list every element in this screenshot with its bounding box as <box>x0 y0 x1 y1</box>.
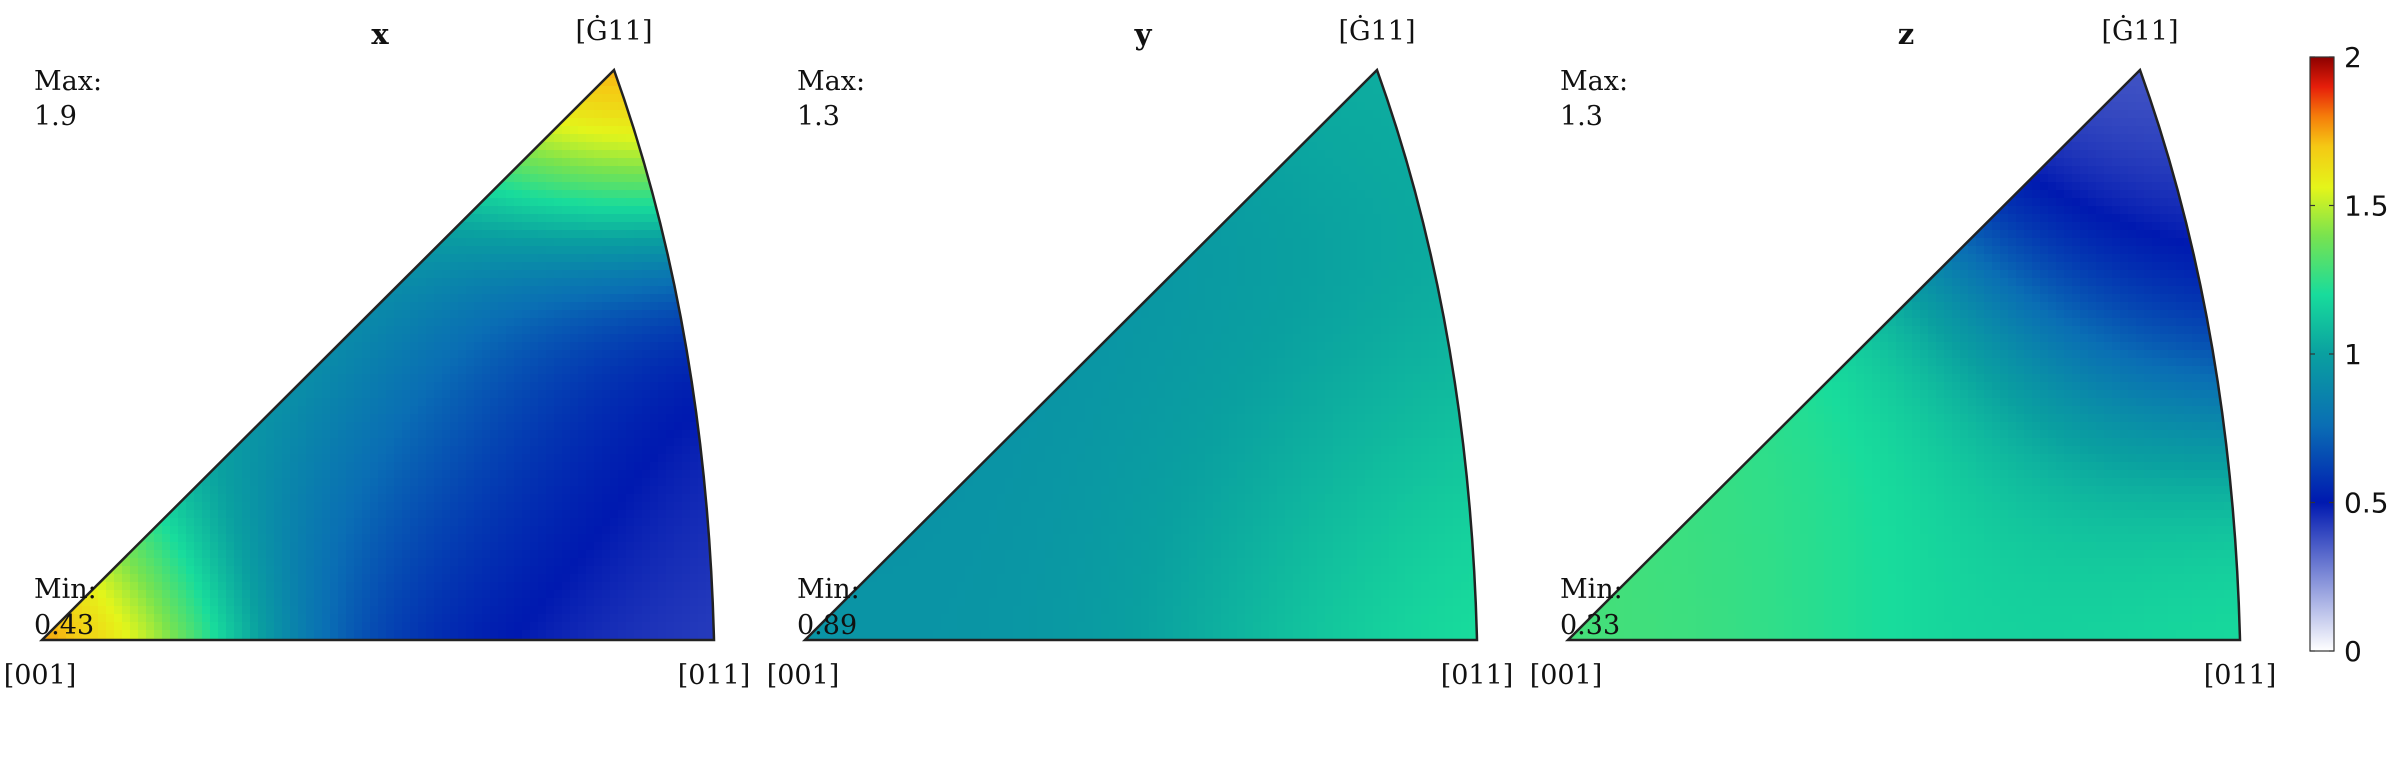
ipf-panel-y: y [001] [011] [Ġ11] Max: 1.3 Min: 0.89 <box>767 13 1514 691</box>
min-label: Min: <box>1560 574 1623 605</box>
ipf-boundary <box>801 67 1479 642</box>
ipf-density-field <box>805 70 1477 640</box>
corner-label-111: [Ġ11] <box>2102 13 2179 47</box>
corner-label-001: [001] <box>1530 660 1603 691</box>
panel-title: z <box>1898 17 1914 51</box>
colorbar: 0 0.5 1 1.5 2 <box>2309 41 2389 668</box>
max-label: Max: <box>1560 66 1628 97</box>
ipf-density-field <box>42 70 714 640</box>
panel-title: y <box>1134 17 1153 51</box>
min-label: Min: <box>34 574 97 605</box>
min-value: 0.33 <box>1560 610 1620 641</box>
colorbar-tick-label: 1.5 <box>2344 190 2389 223</box>
colorbar-tick-label: 0.5 <box>2344 487 2389 520</box>
min-label: Min: <box>797 574 860 605</box>
corner-label-111: [Ġ11] <box>1339 13 1416 47</box>
ipf-boundary <box>1564 67 2242 642</box>
corner-label-111: [Ġ11] <box>576 13 653 47</box>
colorbar-tick-label: 2 <box>2344 41 2362 74</box>
corner-label-011: [011] <box>2204 660 2277 691</box>
ipf-density-field <box>1568 70 2240 640</box>
colorbar-tick-label: 0 <box>2344 635 2362 668</box>
min-value: 0.43 <box>34 610 94 641</box>
corner-label-011: [011] <box>1441 660 1514 691</box>
ipf-panel-x: x [001] [011] [Ġ11] Max: 1.9 Min: 0.43 <box>4 13 751 691</box>
max-label: Max: <box>34 66 102 97</box>
ipf-panel-z: z [001] [011] [Ġ11] Max: 1.3 Min: 0.33 <box>1530 13 2277 691</box>
min-value: 0.89 <box>797 610 857 641</box>
max-label: Max: <box>797 66 865 97</box>
panel-title: x <box>371 17 389 51</box>
corner-label-011: [011] <box>678 660 751 691</box>
corner-label-001: [001] <box>767 660 840 691</box>
max-value: 1.3 <box>797 101 840 132</box>
ipf-boundary <box>38 67 716 642</box>
colorbar-tick-label: 1 <box>2344 338 2362 371</box>
max-value: 1.9 <box>34 101 77 132</box>
corner-label-001: [001] <box>4 660 77 691</box>
max-value: 1.3 <box>1560 101 1603 132</box>
